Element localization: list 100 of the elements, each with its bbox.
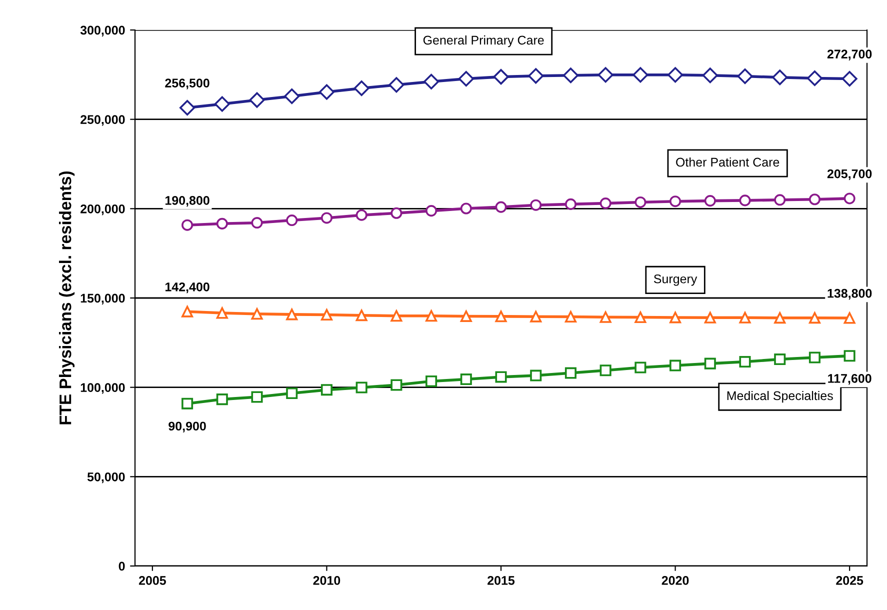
point [390, 379, 402, 391]
y-tick-label: 200,000 [80, 204, 125, 216]
x-tick-label: 2020 [662, 576, 689, 585]
point [739, 312, 751, 324]
data-label: 90,900 [168, 422, 206, 432]
point [424, 74, 440, 90]
point [774, 312, 786, 324]
point [739, 356, 751, 368]
point [739, 194, 751, 206]
point [774, 194, 786, 206]
point [737, 68, 753, 84]
point [774, 354, 786, 366]
point [702, 68, 718, 84]
data-label: 138,800 [828, 288, 872, 300]
point [806, 70, 822, 86]
data-label: 205,700 [827, 169, 872, 180]
point [495, 310, 507, 322]
y-tick-label: 150,000 [80, 294, 125, 304]
point [216, 307, 228, 319]
point [634, 312, 646, 324]
point [390, 207, 402, 219]
point [182, 306, 194, 318]
x-tick-label: 2010 [313, 576, 340, 585]
point [528, 68, 544, 84]
point [668, 67, 684, 83]
point [356, 310, 368, 322]
point [354, 80, 370, 96]
series-label: General Primary Care [423, 35, 544, 48]
point [564, 198, 576, 210]
data-label: 256,500 [165, 78, 210, 90]
point [704, 195, 716, 207]
point [842, 70, 858, 87]
point [564, 310, 576, 323]
point [320, 212, 332, 224]
y-tick-label: 100,000 [80, 383, 125, 394]
point [844, 192, 856, 204]
point [704, 358, 716, 370]
point [495, 371, 507, 383]
point [530, 370, 542, 382]
point [251, 308, 263, 320]
data-label: 272,700 [827, 50, 872, 60]
point [426, 310, 438, 322]
y-tick-label: 0 [118, 562, 125, 571]
point [704, 312, 716, 324]
y-tick-label: 300,000 [80, 26, 125, 36]
point [426, 205, 438, 217]
point [320, 309, 332, 321]
point [390, 310, 402, 322]
point [634, 362, 646, 374]
point [286, 214, 298, 226]
point [426, 375, 438, 388]
y-tick-label: 250,000 [80, 115, 125, 126]
point [216, 394, 228, 406]
point [632, 67, 648, 83]
point [495, 201, 507, 213]
point [530, 310, 542, 322]
point [670, 360, 682, 372]
point [180, 100, 196, 116]
data-label: 190,800 [165, 196, 210, 207]
point [249, 92, 265, 108]
point [214, 96, 230, 112]
point [808, 194, 820, 206]
point [318, 84, 334, 100]
point [493, 69, 509, 85]
data-label: 117,600 [828, 374, 872, 385]
text: Surgery [654, 274, 698, 286]
point [388, 77, 404, 93]
point [562, 68, 578, 84]
point [251, 217, 263, 229]
point [182, 219, 194, 231]
point [216, 218, 228, 230]
point [598, 67, 614, 83]
point [808, 352, 820, 364]
point [458, 70, 474, 87]
point [460, 310, 472, 322]
point [808, 312, 820, 324]
point [182, 398, 194, 410]
point [600, 311, 612, 323]
point [320, 384, 332, 396]
x-tick-label: 2005 [138, 576, 166, 585]
y-axis-title: FTE Physicians (excl. residents) [59, 171, 75, 424]
x-tick-label: 2015 [488, 576, 515, 585]
text: Medical Specialties [727, 390, 833, 403]
point [844, 350, 856, 362]
point [670, 196, 682, 208]
text: Other Patient Care [676, 157, 780, 167]
point [251, 391, 263, 403]
point [670, 312, 682, 324]
x-tick-label: 2025 [836, 576, 864, 585]
point [286, 308, 298, 320]
point [600, 198, 612, 210]
point [286, 387, 298, 399]
data-label: 142,400 [165, 282, 210, 294]
point [634, 196, 646, 208]
point [530, 199, 542, 211]
point [844, 312, 856, 324]
point [356, 209, 368, 221]
point [460, 374, 472, 386]
point [564, 367, 576, 379]
point [772, 70, 788, 86]
